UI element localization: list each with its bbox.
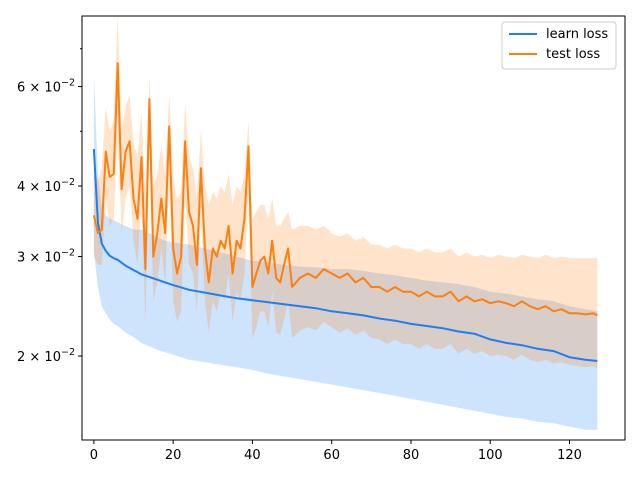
x-tick-label: 0 — [90, 448, 98, 463]
series-lines-layer — [92, 62, 598, 362]
test-loss-line — [92, 62, 598, 317]
x-tick-label: 40 — [244, 448, 261, 463]
learn-loss-line — [92, 149, 598, 362]
test-loss-series — [92, 62, 598, 317]
learn-loss-series — [92, 149, 598, 362]
x-axis: 0 20 40 60 80 100 120 — [90, 440, 582, 463]
x-tick-label: 80 — [403, 448, 420, 463]
legend: learn loss test loss — [501, 21, 617, 70]
y-tick-label: 6 × 10−2 — [17, 78, 75, 96]
y-tick-label: 4 × 10−2 — [17, 177, 75, 195]
y-tick-label: 3 × 10−2 — [17, 248, 75, 266]
y-axis: 2 × 10−2 3 × 10−2 4 × 10−2 6 × 10−2 — [17, 48, 82, 365]
test-loss-band — [93, 16, 598, 369]
learn-loss-band — [93, 74, 598, 430]
learn-loss-band-layer — [93, 16, 598, 430]
x-tick-label: 20 — [165, 448, 182, 463]
plot-frame — [81, 15, 626, 441]
legend-label-learn-loss: learn loss — [546, 27, 608, 42]
y-tick-label: 2 × 10−2 — [17, 347, 75, 365]
x-tick-label: 120 — [557, 448, 582, 463]
x-tick-label: 100 — [478, 448, 503, 463]
x-tick-label: 60 — [323, 448, 340, 463]
legend-label-test-loss: test loss — [546, 47, 600, 62]
